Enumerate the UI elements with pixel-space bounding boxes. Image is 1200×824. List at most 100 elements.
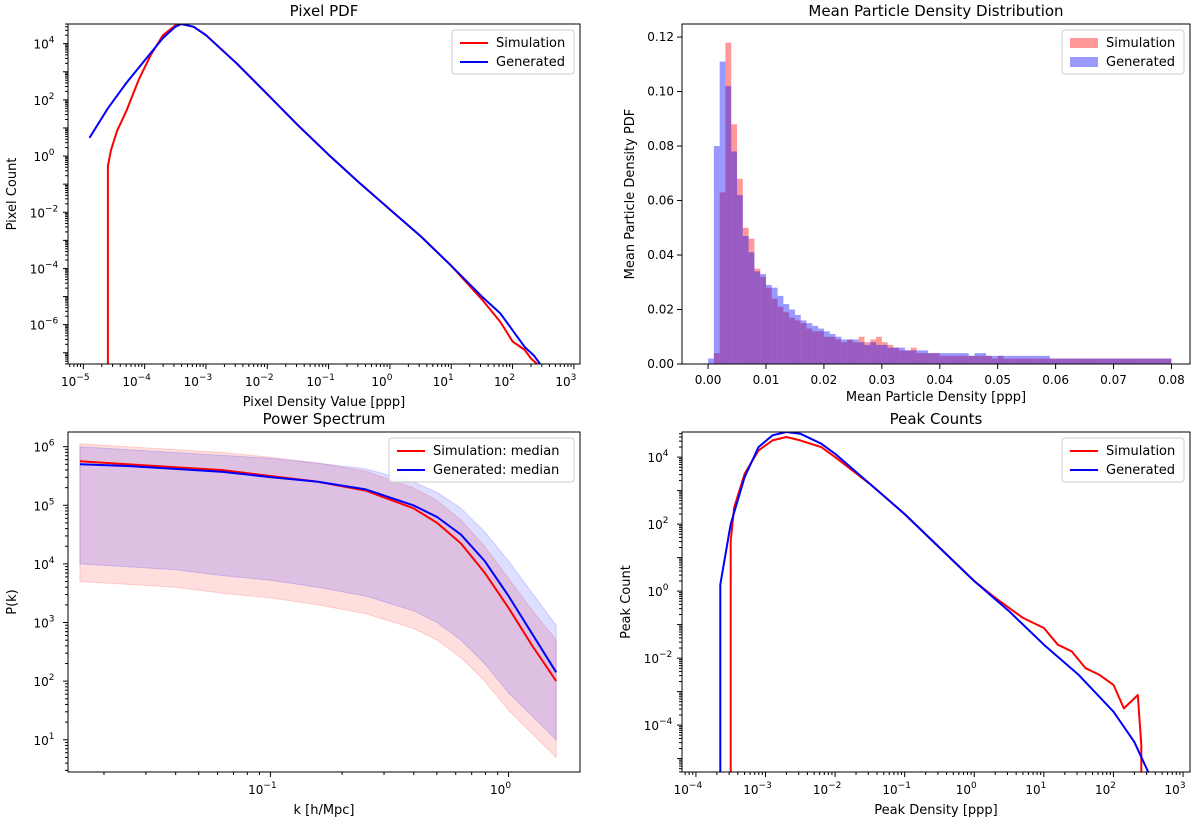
histogram-bar-generated [1101,358,1108,364]
histogram-bar-simulation [1084,358,1091,364]
histogram-bar-generated [951,353,958,364]
histogram-bar-simulation [760,276,766,364]
histogram-bar-simulation [1067,358,1073,364]
histogram-bar-generated [939,353,946,364]
histogram-bar-generated [742,235,749,364]
histogram-bar-simulation [951,355,958,364]
histogram-bar-simulation [910,347,917,364]
y-tick-label: 0.12 [647,30,674,44]
y-tick-label: 100 [647,583,668,599]
histogram-bar-generated [1130,358,1137,364]
histogram-bar-simulation [922,353,929,364]
histogram-bar-simulation [1119,358,1126,364]
x-tick-label: 100 [956,781,977,797]
y-tick-label: 102 [647,516,668,532]
x-tick-label: 0.00 [695,373,722,387]
x-tick-label: 0.02 [811,373,838,387]
x-tick-label: 102 [1095,781,1116,797]
histogram-bar-simulation [1020,358,1027,364]
chart-title: Peak Counts [890,410,983,428]
histogram-bar-simulation [806,328,813,364]
histogram-bar-simulation [823,336,830,364]
legend-swatch-simulation [1070,38,1098,48]
x-tick-label: 0.04 [926,373,953,387]
histogram-bar-simulation [1015,358,1021,364]
histogram-bar-generated [771,287,778,364]
histogram-bar-simulation [748,238,755,364]
histogram-bar-simulation [754,268,761,364]
histogram-bar-generated [812,325,819,364]
histogram-bar-generated [1055,358,1062,364]
legend-label-simulation: Simulation [1106,444,1175,459]
histogram-bar-generated [1067,358,1073,364]
x-tick-label: 101 [433,373,454,389]
histogram-bar-simulation [957,355,963,364]
legend-label-generated: Generated [1106,463,1175,478]
histogram-bar-generated [928,353,934,364]
histogram-bar-generated [905,350,911,364]
histogram-bar-generated [1113,358,1120,364]
histogram-bar-generated [1159,358,1166,364]
histogram-bar-simulation [818,331,824,364]
histogram-bar-simulation [980,355,987,364]
y-tick-label: 10−6 [30,317,59,333]
histogram-bar-generated [1009,355,1016,364]
histogram-bar-generated [997,355,1004,364]
histogram-bar-generated [864,344,871,364]
histogram-bar-generated [806,323,813,364]
histogram-bar-generated [1107,358,1114,364]
histogram-bar-simulation [1154,358,1160,364]
histogram-bar-generated [760,274,766,364]
histogram-bar-simulation [1101,358,1108,364]
histogram-bar-simulation [1061,358,1068,364]
histogram-bar-generated [881,344,888,364]
histogram-bar-simulation [876,336,882,364]
histogram-bar-generated [1061,358,1068,364]
histogram-bar-generated [725,86,732,364]
histogram-bar-generated [823,331,830,364]
histogram-bar-simulation [771,298,778,364]
legend-label-simulation: Simulation: median [433,444,560,459]
histogram-bar-simulation [1026,358,1033,364]
histogram-bar-simulation [783,312,790,364]
histogram-bar-generated [858,342,865,364]
histogram-bar-simulation [893,347,900,364]
x-tick-label: 102 [494,373,515,389]
histogram-bar-generated [1072,358,1079,364]
histogram-bar-generated [899,347,906,364]
histogram-bar-generated [887,347,894,364]
histogram-bar-simulation [933,353,940,364]
histogram-bar-simulation [1159,358,1166,364]
histogram-bar-simulation [899,350,906,364]
histogram-bar-generated [968,355,975,364]
legend-label-simulation: Simulation [496,36,565,51]
axes-frame [67,23,581,365]
histogram-bar-generated [876,344,882,364]
histogram-bar-generated [1142,358,1149,364]
histogram-bar-generated [748,252,755,364]
series-line-simulation [729,436,1143,772]
histogram-bar-simulation [789,317,795,364]
histogram-bar-simulation [858,336,865,364]
x-axis-label: Peak Density [ppp] [874,803,997,818]
histogram-bar-simulation [968,355,975,364]
histogram-bar-simulation [945,355,952,364]
chart-title: Mean Particle Density Distribution [808,2,1063,20]
histogram-bar-simulation [916,353,923,364]
histogram-bar-generated [1003,355,1010,364]
histogram-bar-simulation [997,355,1004,364]
legend-label-generated: Generated [1106,55,1175,70]
histogram-bar-generated [731,151,738,364]
y-tick-label: 104 [33,36,54,52]
histogram-bar-simulation [905,350,911,364]
histogram-bar-generated [800,320,807,364]
histogram-bar-simulation [847,339,853,364]
histogram-bar-generated [1038,355,1045,364]
series-line-simulation [106,24,538,364]
histogram-bar-generated [910,350,917,364]
histogram-bar-simulation [870,339,877,364]
histogram-bar-generated [1084,358,1091,364]
histogram-bar-simulation [1072,358,1079,364]
histogram-bar-simulation [881,342,888,364]
